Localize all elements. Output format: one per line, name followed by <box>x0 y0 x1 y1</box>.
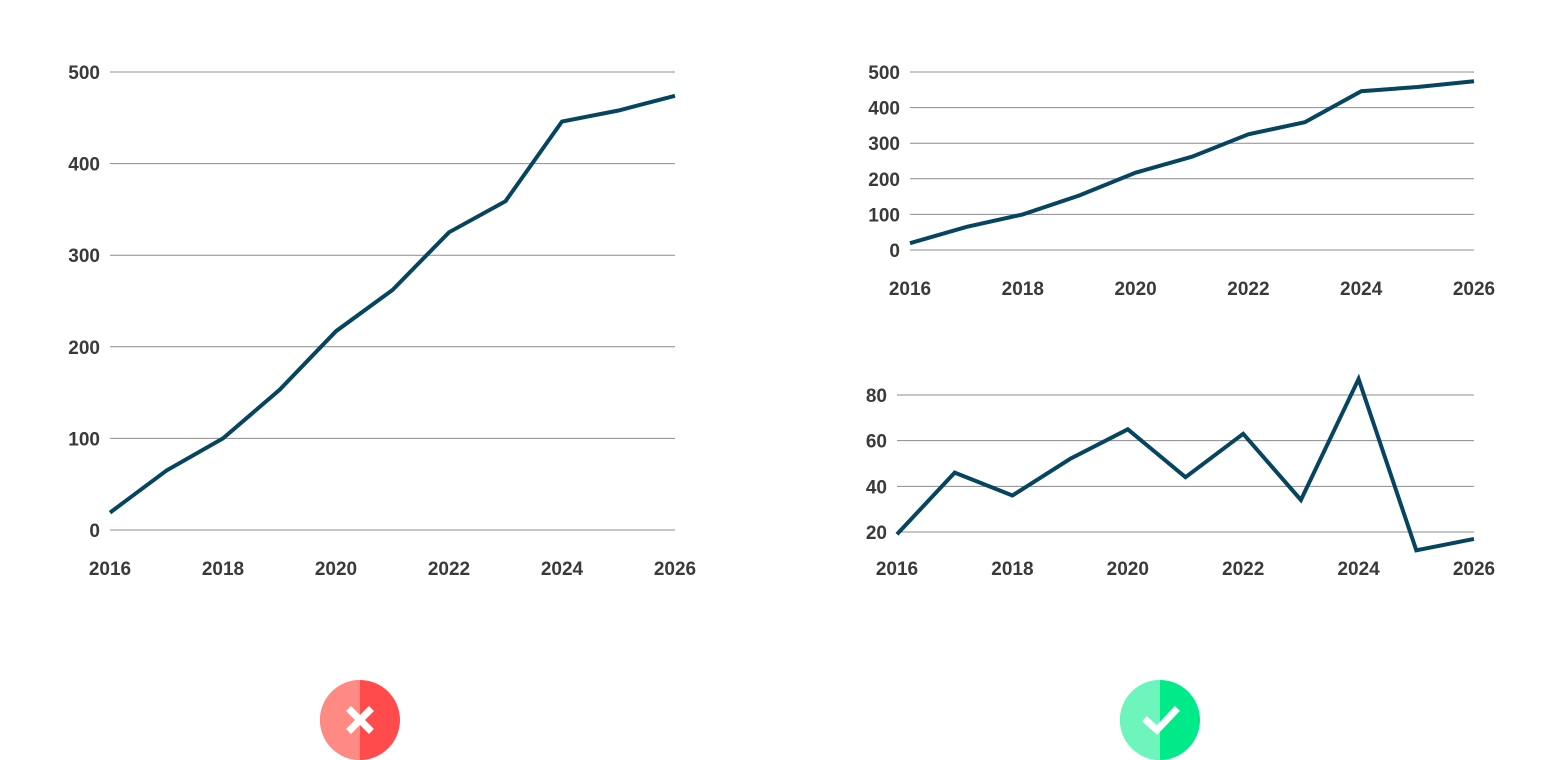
y-tick-label: 300 <box>868 134 900 155</box>
x-tick-label: 2020 <box>315 559 357 580</box>
incorrect-badge <box>320 680 400 760</box>
chart-cumulative-large: 0 100 200 300 400 500 2016 2018 2020 2022 2024 2026 <box>68 63 696 580</box>
x-tick-label: 2026 <box>654 559 696 580</box>
y-tick-label: 200 <box>68 338 100 359</box>
series-line <box>909 79 1475 246</box>
x-tick-label: 2018 <box>202 559 244 580</box>
y-tick-label: 100 <box>868 205 900 226</box>
x-tick-label: 2026 <box>1453 279 1495 300</box>
correct-badge <box>1120 680 1200 760</box>
y-tick-label: 40 <box>866 477 887 498</box>
x-tick-label: 2016 <box>889 279 931 300</box>
chart-cumulative-small: 0 100 200 300 400 500 2016 2018 2020 2022 2024 2026 <box>868 63 1495 300</box>
badge-highlight <box>320 680 360 760</box>
check-mark-icon <box>1142 706 1180 735</box>
x-tick-label: 2018 <box>991 559 1033 580</box>
y-tick-label: 0 <box>89 521 100 542</box>
y-tick-label: 200 <box>868 170 900 191</box>
x-tick-label: 2022 <box>428 559 470 580</box>
x-tick-label: 2020 <box>1114 279 1156 300</box>
series-line <box>108 93 676 515</box>
x-tick-label: 2016 <box>876 559 918 580</box>
y-tick-label: 400 <box>868 99 900 120</box>
y-tick-label: 20 <box>866 523 887 544</box>
x-mark-icon <box>346 706 374 734</box>
x-tick-label: 2026 <box>1453 559 1495 580</box>
y-tick-label: 500 <box>68 63 100 84</box>
x-tick-label: 2018 <box>1002 279 1044 300</box>
y-tick-label: 400 <box>68 155 100 176</box>
x-tick-label: 2024 <box>541 559 584 580</box>
x-tick-label: 2016 <box>89 559 131 580</box>
y-tick-label: 500 <box>868 63 900 84</box>
badge-highlight <box>1120 680 1160 760</box>
y-tick-label: 100 <box>68 429 100 450</box>
x-tick-label: 2022 <box>1222 559 1264 580</box>
y-tick-label: 300 <box>68 246 100 267</box>
x-tick-label: 2024 <box>1340 279 1383 300</box>
x-tick-label: 2022 <box>1227 279 1269 300</box>
x-tick-label: 2020 <box>1107 559 1149 580</box>
y-tick-label: 60 <box>866 432 887 453</box>
y-tick-label: 0 <box>889 241 900 262</box>
x-tick-label: 2024 <box>1337 559 1380 580</box>
y-tick-label: 80 <box>866 386 887 407</box>
series-line <box>895 373 1475 553</box>
chart-yearly-small: 20 40 60 80 2016 2018 2020 2022 2024 2026 <box>866 373 1495 580</box>
